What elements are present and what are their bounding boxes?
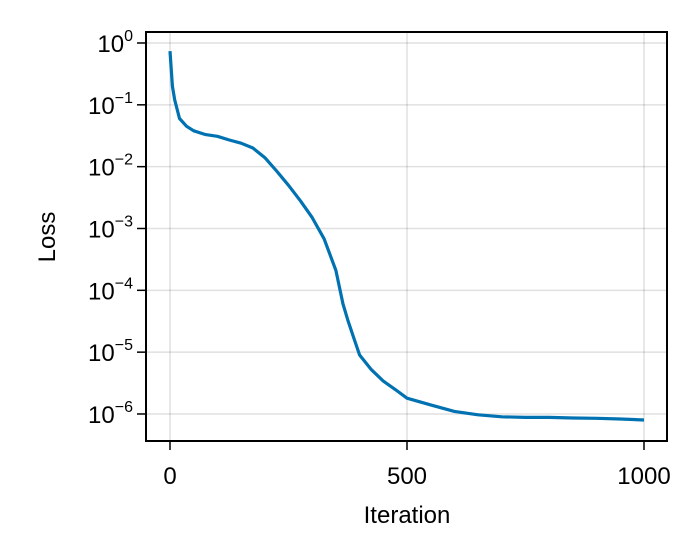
y-axis-label: Loss	[34, 212, 61, 263]
x-tick-label: 1000	[617, 463, 670, 490]
loss-line	[168, 50, 645, 422]
x-tick-label: 0	[163, 463, 176, 490]
y-tick-label: 10−5	[88, 337, 133, 367]
y-tick-label: 10−3	[88, 213, 133, 243]
gridlines	[146, 32, 667, 441]
y-tick-label: 10−6	[88, 399, 133, 429]
loss-series	[168, 50, 645, 422]
y-tick-label: 10−4	[88, 275, 133, 305]
x-axis-ticks: 0 500 1000	[163, 441, 671, 490]
y-tick-label: 10−1	[88, 90, 133, 120]
x-tick-label: 500	[387, 463, 427, 490]
y-tick-label: 100	[97, 28, 133, 58]
x-axis-label: Iteration	[364, 502, 451, 529]
y-axis-ticks: 100 10−1 10−2 10−3 10−4 10−5 10−6	[88, 28, 146, 429]
y-tick-label: 10−2	[88, 152, 133, 182]
